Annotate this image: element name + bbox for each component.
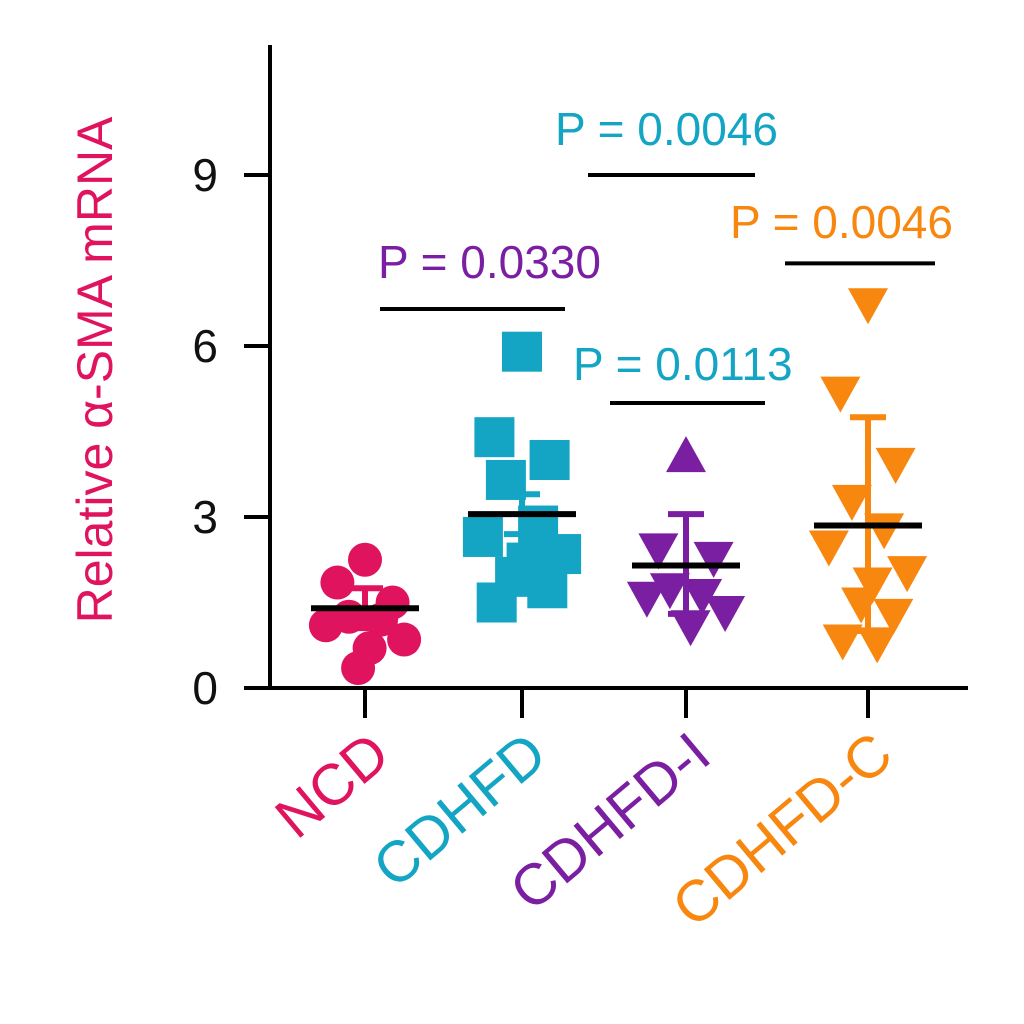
data-point [527,568,568,609]
data-point [666,436,706,473]
y-tick-label: 0 [192,662,218,714]
axes: 0 3 6 9 [192,45,968,718]
x-tick-label: NCD [263,720,401,851]
data-point [320,565,355,600]
data-point [670,610,711,647]
group-cdhfd-i [626,436,746,647]
p-value-label: P = 0.0113 [573,338,793,390]
data-point [474,417,515,458]
y-tick-label: 6 [192,320,218,372]
p-value-label: P = 0.0330 [378,236,601,288]
p-value-label: P = 0.0046 [730,196,953,248]
significance-annotations: P = 0.0330 P = 0.0046 P = 0.0113 P = 0.0046 [378,103,953,405]
group-cdhfd [462,331,582,623]
data-point [857,627,898,664]
data-points [308,288,928,686]
data-point [887,556,928,593]
data-point [831,484,872,521]
mean-and-sd [311,414,922,634]
data-point [638,533,679,570]
data-point [852,567,893,604]
data-point [341,651,376,686]
data-point [820,376,861,413]
y-tick-label: 3 [192,491,218,543]
data-point [529,440,570,480]
data-point [476,582,517,623]
data-point [864,513,905,550]
data-point [808,530,849,567]
data-point [682,578,723,615]
data-point [626,581,667,618]
data-point [841,587,882,624]
data-point [873,598,914,635]
data-point [693,541,734,578]
y-axis-title: Relative α-SMA mRNA [67,116,123,623]
y-tick-label: 9 [192,149,218,201]
data-point [875,447,916,484]
data-point [705,596,746,633]
data-point [502,331,542,372]
data-point [848,288,888,325]
data-point [348,542,382,577]
data-point [308,608,343,643]
data-point [462,516,503,557]
p-value-label: P = 0.0046 [555,103,778,155]
data-point [387,622,422,657]
data-point [541,534,582,575]
